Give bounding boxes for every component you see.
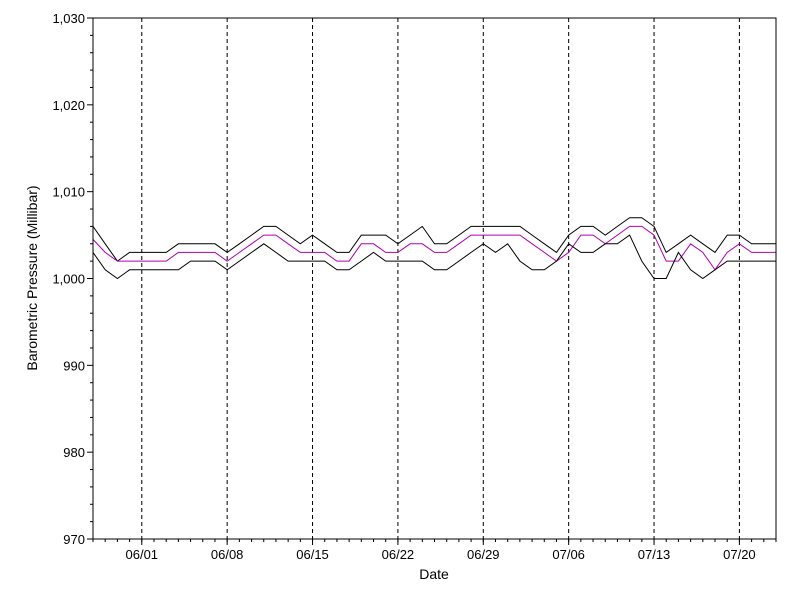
series-line-max — [92, 217, 776, 262]
y-tick-label: 1,030 — [52, 11, 85, 26]
x-tick-label: 06/15 — [296, 547, 329, 562]
grid-layer — [141, 18, 740, 539]
series-line-min — [92, 234, 776, 280]
y-axis-title: Barometric Pressure (Millibar) — [24, 185, 40, 370]
y-tick-label: 990 — [63, 358, 85, 373]
y-tick-label: 1,000 — [52, 272, 85, 287]
x-axis-title: Date — [419, 566, 449, 582]
y-tick-label: 1,020 — [52, 98, 85, 113]
series-line-mean — [92, 225, 776, 271]
y-axis: 970 980 990 1,000 1,010 1,020 1,030 — [52, 11, 93, 547]
y-tick-label: 980 — [63, 445, 85, 460]
y-tick-label: 1,010 — [52, 185, 85, 200]
x-tick-label: 07/13 — [638, 547, 671, 562]
x-axis: 06/01 06/08 06/15 06/22 06/29 07/06 07/13 07/20 — [92, 539, 777, 562]
y-tick-label: 970 — [63, 532, 85, 547]
x-tick-label: 06/22 — [382, 547, 415, 562]
x-tick-label: 06/01 — [126, 547, 159, 562]
series-layer — [92, 217, 776, 280]
x-tick-label: 06/08 — [211, 547, 244, 562]
x-tick-label: 06/29 — [467, 547, 500, 562]
plot-frame — [92, 17, 777, 540]
x-tick-label: 07/06 — [552, 547, 585, 562]
x-tick-label: 07/20 — [723, 547, 756, 562]
